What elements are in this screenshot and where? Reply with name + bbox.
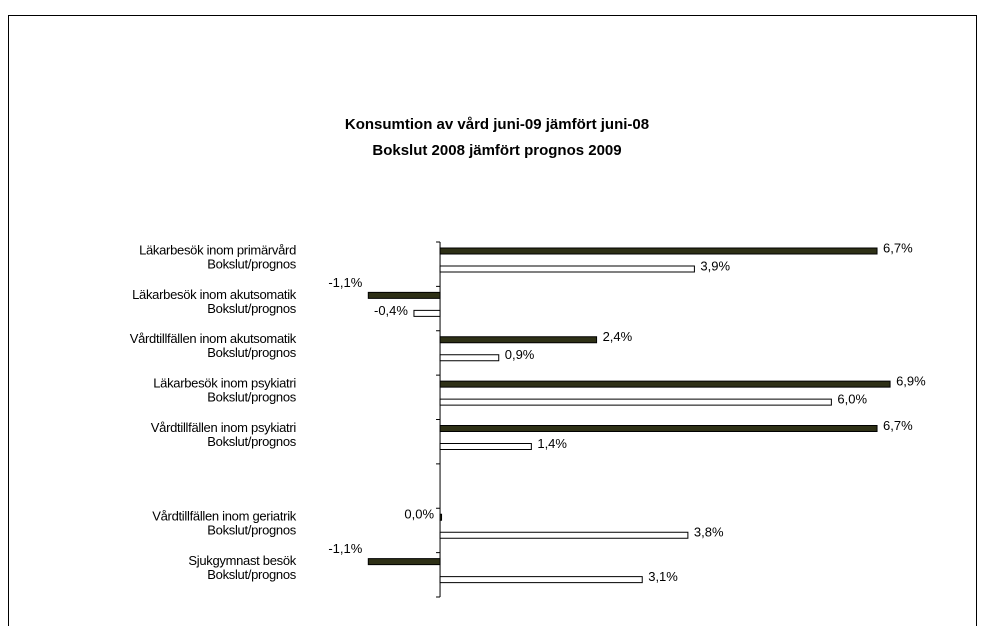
category-label: Läkarbesök inom akutsomatik (132, 287, 297, 302)
category-label: Bokslut/prognos (207, 256, 297, 271)
value-label: 3,8% (694, 525, 724, 540)
value-label: 6,9% (896, 374, 926, 389)
bar (439, 247, 878, 255)
category-label: Bokslut/prognos (207, 434, 297, 449)
category-label: Bokslut/prognos (207, 523, 297, 538)
category-label: Vårdtillfällen inom akutsomatik (130, 331, 297, 346)
category-label: Läkarbesök inom primärvård (139, 242, 296, 257)
category-label: Bokslut/prognos (207, 345, 297, 360)
value-label: 3,1% (648, 569, 678, 584)
bar (367, 558, 441, 566)
bar (439, 380, 891, 388)
bar (439, 398, 832, 406)
bar (439, 265, 695, 273)
category-label: Läkarbesök inom psykiatri (153, 376, 296, 391)
value-label: 6,7% (883, 240, 913, 255)
value-label: -0,4% (374, 303, 408, 318)
value-label: -1,1% (328, 541, 362, 556)
category-label: Vårdtillfällen inom psykiatri (151, 420, 297, 435)
chart-title: Konsumtion av vård juni-09 jämfört juni-… (345, 116, 649, 133)
value-label: 6,0% (837, 392, 867, 407)
value-label: 2,4% (603, 329, 633, 344)
category-label: Bokslut/prognos (207, 301, 297, 316)
bar (367, 291, 441, 299)
bar (439, 443, 532, 450)
chart-subtitle: Bokslut 2008 jämfört prognos 2009 (372, 142, 621, 159)
value-label: 0,9% (505, 347, 535, 362)
bar (439, 513, 443, 521)
category-label: Sjukgymnast besök (188, 553, 296, 568)
bar (439, 576, 643, 584)
bar (413, 309, 441, 317)
value-label: 3,9% (700, 258, 730, 273)
bar (439, 531, 689, 539)
frame (8, 15, 977, 626)
bar (439, 354, 500, 362)
category-label: Vårdtillfällen inom geriatrik (152, 509, 297, 524)
category-label: Bokslut/prognos (207, 390, 297, 405)
value-label: -1,1% (328, 275, 362, 290)
value-label: 0,0% (404, 507, 434, 522)
category-label: Bokslut/prognos (207, 567, 297, 582)
value-label: 1,4% (537, 436, 567, 451)
bar (439, 336, 598, 344)
bar (439, 425, 878, 432)
value-label: 6,7% (883, 418, 913, 433)
